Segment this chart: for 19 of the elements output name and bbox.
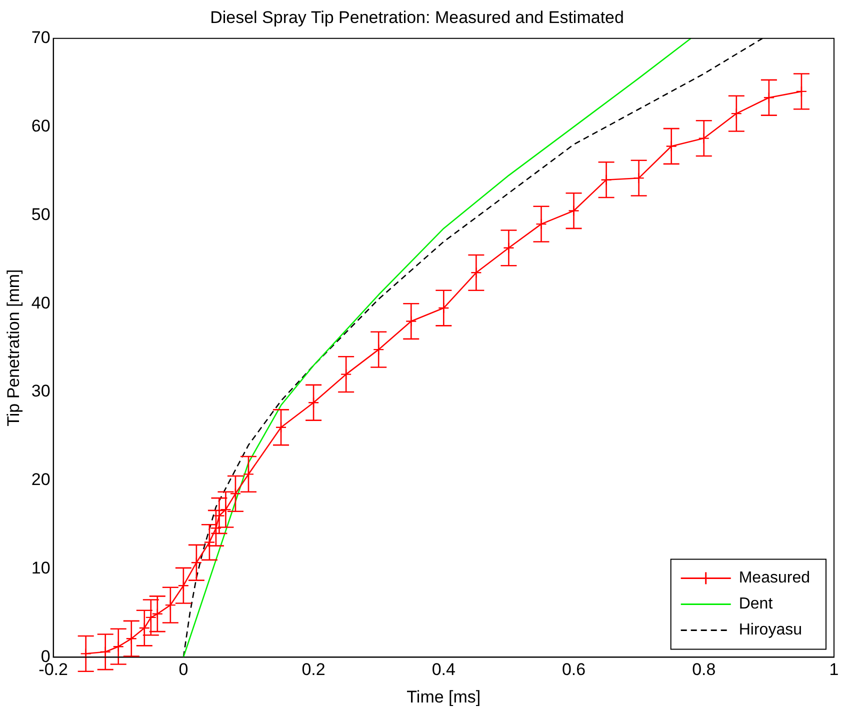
y-tick-label: 20	[31, 470, 50, 490]
y-tick-label: 10	[31, 558, 50, 578]
x-tick-label: 0.8	[692, 660, 716, 680]
x-axis-title: Time [ms]	[406, 687, 481, 706]
y-tick-label: 60	[31, 116, 50, 136]
y-tick-label: 70	[31, 28, 50, 48]
y-tick-label: 30	[31, 382, 50, 401]
x-tick-label: 0.2	[302, 660, 326, 680]
chart-title: Diesel Spray Tip Penetration: Measured and Estimated	[210, 8, 624, 27]
x-tick-label: 1	[829, 660, 839, 680]
x-tick-label: 0.4	[432, 660, 456, 680]
legend-label: Hiroyasu	[738, 622, 802, 639]
x-tick-label: 0.6	[562, 660, 586, 680]
legend-label: Dent	[738, 596, 774, 613]
x-tick-label: 0	[178, 660, 188, 680]
y-tick-label: 40	[31, 293, 50, 312]
y-axis-title: Tip Penetration [mm]	[4, 269, 23, 426]
legend-label: Measured	[738, 570, 810, 587]
y-tick-label: 50	[31, 204, 50, 224]
